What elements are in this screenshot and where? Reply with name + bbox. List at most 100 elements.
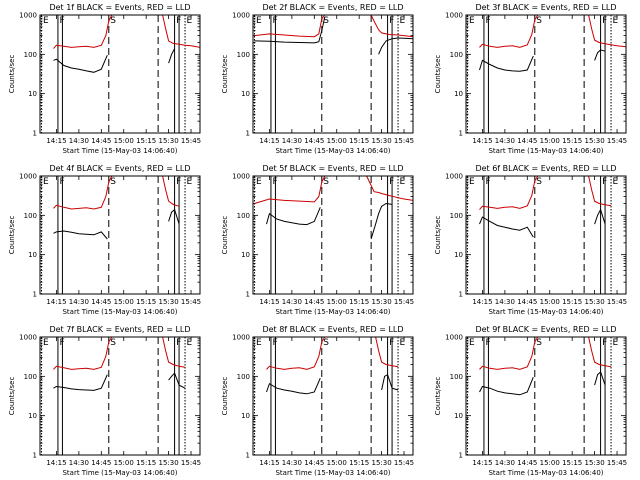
marker-label: S (110, 338, 116, 348)
chart-panel: Det 3f BLACK = Events, RED = LLD Counts/s… (434, 3, 627, 155)
events-series-line (479, 55, 534, 72)
y-tick-label: 1000 (19, 12, 37, 20)
marker-label: F (176, 177, 181, 187)
y-axis-label: Counts/sec (8, 216, 16, 255)
lld-series-line (254, 14, 326, 38)
y-tick-label: 1 (459, 452, 463, 460)
x-axis-label: Start Time (15-May-03 14:06:40) (275, 147, 390, 155)
x-tick-label: 14:15 (472, 298, 492, 306)
panel-title: Det 4f BLACK = Events, RED = LLD (49, 164, 190, 173)
x-tick-label: 15:30 (372, 298, 392, 306)
events-series-line (594, 49, 606, 61)
chart-panel: Det 9f BLACK = Events, RED = LLD Counts/s… (434, 325, 627, 477)
events-series-line (254, 16, 326, 44)
events-series-line (266, 207, 321, 226)
y-tick-label: 1 (246, 130, 250, 138)
x-tick-label: 14:30 (69, 298, 89, 306)
x-tick-label: 15:15 (562, 459, 582, 467)
events-series-line (479, 377, 534, 396)
lld-series-line (254, 175, 326, 204)
x-axis-label: Start Time (15-May-03 14:06:40) (275, 308, 390, 316)
y-tick-label: 100 (237, 212, 250, 220)
y-tick-label: 1000 (232, 334, 250, 342)
events-series-line (168, 208, 180, 225)
marker-label: E (187, 338, 193, 348)
marker-label: F (272, 16, 277, 26)
x-tick-label: 14:15 (259, 459, 279, 467)
y-axis-label: Counts/sec (221, 377, 229, 416)
y-tick-label: 100 (24, 373, 37, 381)
x-tick-label: 14:30 (282, 137, 302, 145)
marker-label: F (272, 338, 277, 348)
events-series-line (53, 55, 108, 73)
marker-label: S (536, 177, 542, 187)
marker-label: E (256, 177, 262, 187)
y-tick-label: 10 (28, 251, 37, 259)
y-tick-label: 100 (237, 373, 250, 381)
events-series-line (266, 377, 321, 395)
panel-title: Det 7f BLACK = Events, RED = LLD (49, 325, 190, 334)
panel-title: Det 1f BLACK = Events, RED = LLD (49, 3, 190, 12)
x-axis-label: Start Time (15-May-03 14:06:40) (488, 147, 603, 155)
marker-label: F (485, 177, 490, 187)
x-tick-label: 15:15 (136, 459, 156, 467)
y-tick-label: 1 (459, 130, 463, 138)
x-axis-label: Start Time (15-May-03 14:06:40) (275, 469, 390, 477)
y-tick-label: 1000 (19, 173, 37, 181)
lld-series-line (162, 336, 186, 368)
x-tick-label: 14:45 (517, 137, 537, 145)
marker-label: E (613, 16, 619, 26)
y-tick-label: 1000 (19, 334, 37, 342)
events-series-line (378, 37, 414, 55)
lld-series-line (479, 336, 539, 370)
marker-label: E (256, 338, 262, 348)
y-tick-label: 1 (33, 291, 37, 299)
y-tick-label: 1000 (232, 12, 250, 20)
x-tick-label: 15:45 (181, 298, 201, 306)
lld-series-line (370, 14, 414, 38)
plot-frame (252, 175, 414, 295)
plot-frame (465, 175, 627, 295)
marker-label: F (602, 16, 607, 26)
marker-label: E (469, 177, 475, 187)
marker-label: E (613, 177, 619, 187)
marker-label: F (272, 177, 277, 187)
y-tick-label: 1000 (445, 173, 463, 181)
lld-series-line (266, 336, 326, 370)
marker-label: F (389, 338, 394, 348)
x-tick-label: 15:00 (540, 459, 560, 467)
y-tick-label: 10 (28, 90, 37, 98)
chart-panel: Det 5f BLACK = Events, RED = LLD Counts/s… (221, 164, 414, 316)
x-tick-label: 15:45 (394, 459, 414, 467)
y-tick-label: 10 (241, 412, 250, 420)
events-series-line (53, 230, 108, 240)
marker-label: F (485, 16, 490, 26)
x-tick-label: 15:45 (607, 298, 627, 306)
panel-title: Det 6f BLACK = Events, RED = LLD (475, 164, 616, 173)
marker-label: S (110, 177, 116, 187)
x-tick-label: 15:45 (394, 137, 414, 145)
plot-frame (39, 14, 201, 134)
x-tick-label: 15:00 (114, 459, 134, 467)
x-tick-label: 15:00 (540, 137, 560, 145)
chart-panel: Det 7f BLACK = Events, RED = LLD Counts/s… (8, 325, 201, 477)
x-tick-label: 15:15 (562, 137, 582, 145)
marker-label: S (110, 16, 116, 26)
chart-panel: Det 6f BLACK = Events, RED = LLD Counts/s… (434, 164, 627, 316)
x-tick-label: 14:15 (259, 137, 279, 145)
x-tick-label: 15:00 (327, 137, 347, 145)
lld-series-line (588, 336, 612, 368)
y-tick-label: 1 (246, 452, 250, 460)
lld-series-line (162, 175, 180, 207)
marker-label: F (59, 16, 64, 26)
x-tick-label: 15:15 (136, 298, 156, 306)
y-tick-label: 1 (246, 291, 250, 299)
y-tick-label: 100 (24, 212, 37, 220)
x-tick-label: 14:45 (304, 137, 324, 145)
marker-label: E (400, 16, 406, 26)
x-tick-label: 15:45 (394, 298, 414, 306)
plot-frame (465, 14, 627, 134)
x-tick-label: 14:15 (472, 137, 492, 145)
x-axis-label: Start Time (15-May-03 14:06:40) (62, 469, 177, 477)
marker-label: S (536, 338, 542, 348)
